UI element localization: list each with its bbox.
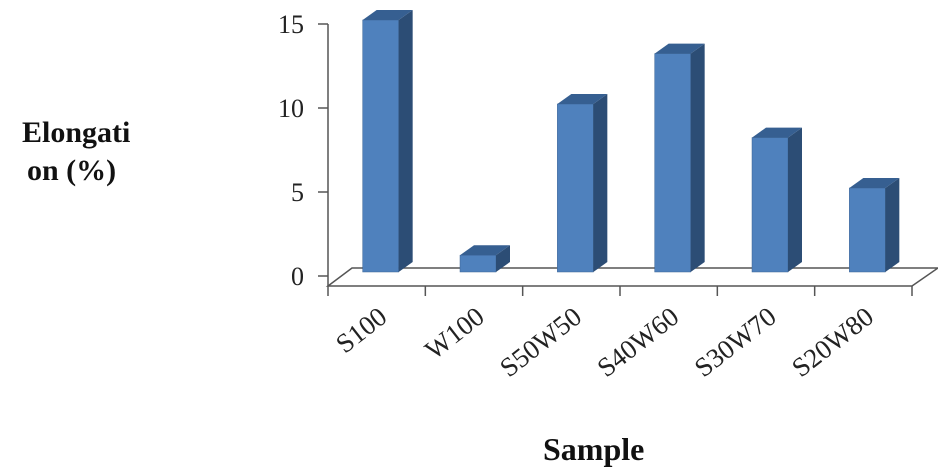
bar-top xyxy=(557,94,608,104)
bar-side xyxy=(593,94,608,272)
bar xyxy=(459,245,510,273)
y-tick-label: 0 xyxy=(291,262,304,291)
bar xyxy=(751,127,802,273)
bar xyxy=(557,94,608,273)
bar-front xyxy=(557,103,594,273)
bar-front xyxy=(751,137,789,273)
bar-side xyxy=(496,245,510,272)
y-axis-label-line-1: Elongati xyxy=(22,116,130,149)
y-tick-label: 15 xyxy=(278,10,304,39)
bar-side xyxy=(885,178,900,272)
bar-front xyxy=(654,53,691,273)
bar-top xyxy=(752,127,802,138)
x-tick-label: S20W80 xyxy=(786,301,879,383)
x-tick-label: S100 xyxy=(330,301,392,359)
bar-top xyxy=(849,178,900,188)
bar-front xyxy=(459,254,497,273)
bar-side xyxy=(398,10,413,272)
bar xyxy=(849,178,900,273)
bar-front xyxy=(362,19,399,273)
bar xyxy=(362,10,413,273)
bars xyxy=(362,10,900,273)
x-tick-label: W100 xyxy=(419,301,489,365)
bar-side xyxy=(788,127,802,272)
bar-top xyxy=(654,43,705,54)
y-tick-label: 5 xyxy=(291,178,304,207)
x-tick-label: S40W60 xyxy=(591,301,684,383)
bar-side xyxy=(690,43,705,272)
chart-floor xyxy=(325,267,938,287)
axes xyxy=(318,23,913,296)
bar-top xyxy=(362,10,413,20)
x-tick-label: S50W50 xyxy=(494,301,587,383)
bar xyxy=(654,43,705,273)
bar-front xyxy=(849,187,886,273)
x-axis-label: Sample xyxy=(543,431,644,467)
y-tick-label: 10 xyxy=(278,94,304,123)
bar-top xyxy=(460,245,510,256)
y-axis-label-line-2: on (%) xyxy=(27,154,116,187)
floor-plane xyxy=(325,267,938,287)
x-tick-label: S30W70 xyxy=(689,301,782,383)
